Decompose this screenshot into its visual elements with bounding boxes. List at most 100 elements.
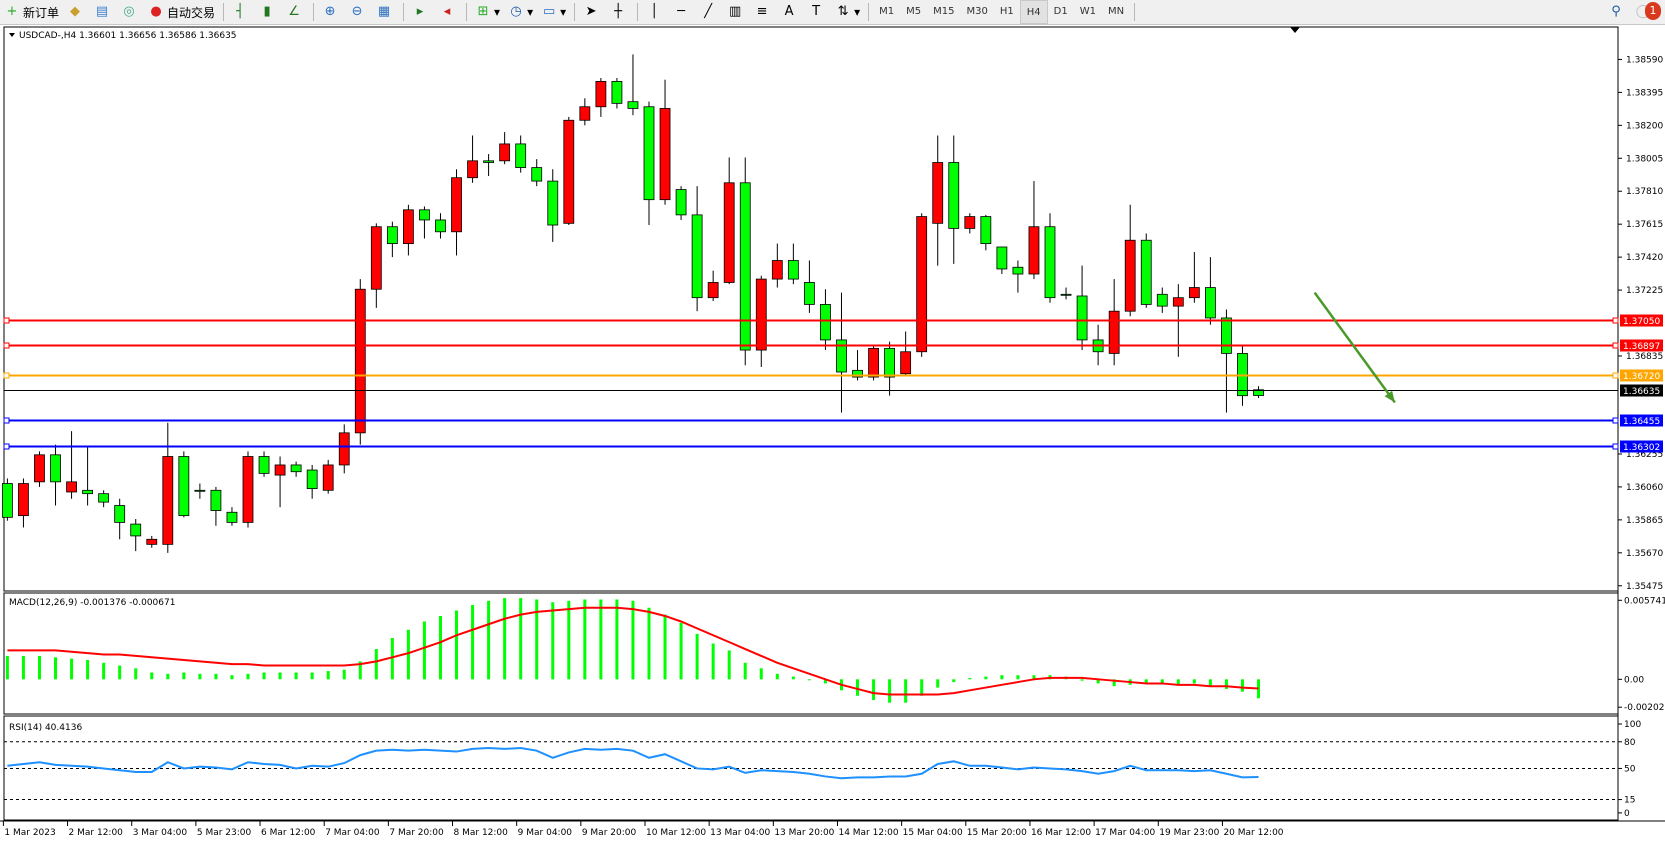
templates-button[interactable]: ▭ ▾: [537, 1, 570, 23]
zoom-out-button[interactable]: ⊖: [345, 1, 372, 23]
candle-body: [2, 483, 13, 518]
fibonacci-button[interactable]: ≡: [750, 1, 777, 23]
level-handle[interactable]: [1612, 417, 1619, 424]
timeframe-w1[interactable]: W1: [1079, 5, 1096, 17]
text-button[interactable]: A: [777, 1, 804, 23]
timeframe-d1[interactable]: D1: [1053, 5, 1068, 17]
separator: [466, 3, 468, 21]
cursor-button[interactable]: ➤: [579, 1, 606, 23]
new-chart-button[interactable]: ⊞ ▾: [471, 1, 504, 23]
candle-body: [675, 189, 687, 216]
macd-histogram-bar: [727, 650, 731, 680]
level-handle[interactable]: [1612, 317, 1619, 324]
candle: [370, 223, 382, 308]
candle: [50, 444, 61, 506]
level-handle[interactable]: [3, 317, 10, 324]
candle: [1188, 252, 1200, 303]
candlestick-icon: ▮: [263, 4, 271, 19]
timeframe-h1[interactable]: H1: [999, 5, 1014, 17]
candle: [643, 101, 655, 226]
candle-body: [1140, 239, 1152, 305]
strategy-tester-button[interactable]: ◆: [63, 1, 90, 23]
fibonacci-channel-button[interactable]: ▥: [723, 1, 750, 23]
candle: [515, 135, 527, 173]
bar-chart-icon: ┤: [236, 4, 244, 19]
signal-icon: ◎: [123, 4, 135, 19]
timeframe-bar: M1 M5 M15 M30 H1 H4 D1 W1 MN: [873, 0, 1130, 24]
trend-arrow-line[interactable]: [1313, 291, 1396, 404]
price-tick-label: 1.36255: [1626, 450, 1663, 460]
candle: [2, 478, 13, 521]
price-tick-label: 1.37615: [1626, 220, 1663, 230]
candle: [804, 260, 815, 313]
macd-histogram-bar: [86, 660, 90, 680]
horizontal-line-button[interactable]: ─: [669, 1, 696, 23]
macd-histogram-bar: [358, 661, 362, 680]
chart-shift-marker-icon[interactable]: [1290, 27, 1300, 33]
zoom-in-button[interactable]: ⊕: [318, 1, 345, 23]
dropdown-arrow-icon: ▾: [494, 5, 501, 19]
timeframe-m5[interactable]: M5: [906, 5, 922, 17]
candle-body: [932, 162, 944, 224]
chart-shift-button[interactable]: ◂: [435, 1, 462, 23]
price-tick-label: 1.37420: [1626, 253, 1663, 263]
level-handle[interactable]: [3, 417, 10, 424]
timeframe-mn[interactable]: MN: [1107, 5, 1125, 17]
level-handle[interactable]: [1612, 342, 1619, 349]
price-level-label: 1.36455: [1623, 417, 1660, 427]
collapse-triangle-icon[interactable]: [9, 33, 15, 37]
vertical-line-button[interactable]: │: [642, 1, 669, 23]
candle: [419, 206, 430, 239]
trendline-button[interactable]: ╱: [696, 1, 723, 23]
level-handle[interactable]: [3, 443, 10, 450]
level-handle[interactable]: [3, 372, 10, 379]
level-handle[interactable]: [1612, 372, 1619, 379]
auto-trading-button[interactable]: ● 自动交易: [144, 1, 219, 23]
macd-histogram-bar: [1176, 679, 1180, 685]
candle-body: [338, 432, 350, 466]
time-tick-label: 15 Mar 20:00: [967, 828, 1027, 838]
candle-body: [820, 304, 831, 341]
candle-body: [386, 226, 398, 245]
text-label-button[interactable]: T: [804, 1, 831, 23]
macd-histogram-bar: [150, 672, 154, 680]
price-level-label: 1.37050: [1623, 317, 1660, 327]
macd-histogram-bar: [759, 668, 763, 680]
tile-windows-icon: ▦: [377, 4, 391, 19]
candlestick-button[interactable]: ▮: [255, 1, 282, 23]
timeframe-m1[interactable]: M1: [879, 5, 895, 17]
candle: [964, 213, 976, 234]
tile-windows-button[interactable]: ▦: [372, 1, 399, 23]
timeframe-m15[interactable]: M15: [933, 5, 955, 17]
macd-histogram-bar: [342, 669, 346, 680]
history-button[interactable]: ▤: [90, 1, 117, 23]
rsi-tick-label: 15: [1624, 796, 1635, 806]
candle-body: [563, 119, 575, 224]
chart-title: USDCAD-,H4 1.36601 1.36656 1.36586 1.366…: [19, 31, 237, 41]
search-button[interactable]: ⚲: [1604, 1, 1631, 23]
timeframe-h4[interactable]: H4: [1019, 0, 1048, 24]
level-handle[interactable]: [1612, 443, 1619, 450]
search-icon: ⚲: [1611, 4, 1621, 19]
new-order-button[interactable]: + 新订单: [0, 1, 63, 23]
line-chart-button[interactable]: ∠: [282, 1, 309, 23]
candle: [723, 157, 735, 285]
arrows-button[interactable]: ⇅ ▾: [831, 1, 864, 23]
bar-chart-button[interactable]: ┤: [228, 1, 255, 23]
crosshair-button[interactable]: ┼: [606, 1, 633, 23]
candle: [467, 135, 478, 183]
macd-histogram-bar: [647, 607, 651, 680]
macd-histogram-bar: [567, 600, 571, 680]
text-label-icon: T: [812, 4, 821, 19]
signals-button[interactable]: ◎: [117, 1, 144, 23]
candle-body: [210, 489, 222, 511]
macd-histogram-bar: [182, 672, 186, 680]
autoscroll-button[interactable]: ▸: [408, 1, 435, 23]
macd-histogram-bar: [37, 655, 41, 680]
periods-button[interactable]: ◷ ▾: [504, 1, 537, 23]
notifications-button[interactable]: ◯ 1: [1631, 1, 1665, 23]
level-handle[interactable]: [3, 342, 10, 349]
plus-icon: +: [6, 4, 18, 19]
timeframe-m30[interactable]: M30: [966, 5, 988, 17]
